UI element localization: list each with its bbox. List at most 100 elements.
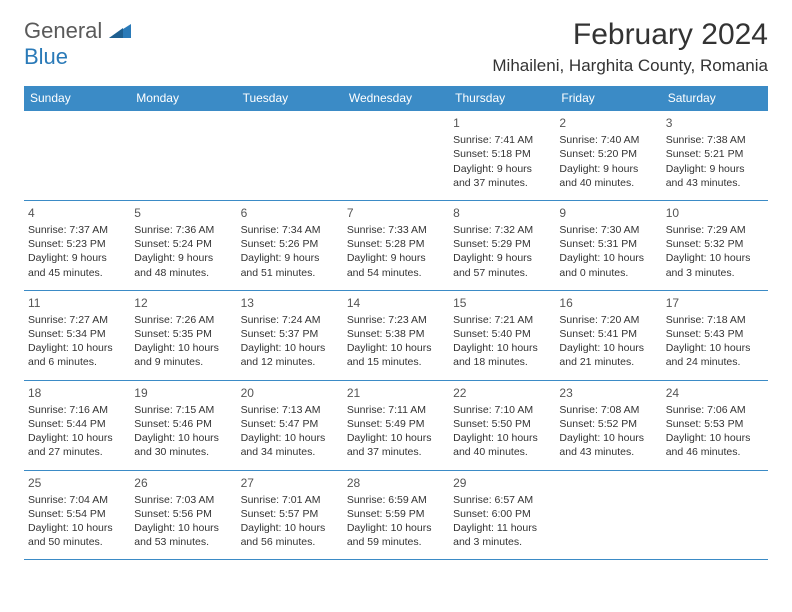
day-info-line: Sunset: 5:41 PM xyxy=(559,327,657,341)
day-info-line: and 15 minutes. xyxy=(347,355,445,369)
day-info-line: Sunrise: 7:16 AM xyxy=(28,403,126,417)
day-info-line: Sunrise: 7:36 AM xyxy=(134,223,232,237)
day-info-line: Sunset: 5:59 PM xyxy=(347,507,445,521)
calendar-day-cell: 27Sunrise: 7:01 AMSunset: 5:57 PMDayligh… xyxy=(237,470,343,560)
day-info-line: Sunset: 5:28 PM xyxy=(347,237,445,251)
day-info-line: Daylight: 9 hours xyxy=(453,162,551,176)
day-info-line: Daylight: 10 hours xyxy=(134,521,232,535)
day-info-line: and 43 minutes. xyxy=(666,176,764,190)
calendar-day-cell: 25Sunrise: 7:04 AMSunset: 5:54 PMDayligh… xyxy=(24,470,130,560)
day-info-line: and 6 minutes. xyxy=(28,355,126,369)
calendar-day-cell: 26Sunrise: 7:03 AMSunset: 5:56 PMDayligh… xyxy=(130,470,236,560)
calendar-day-cell: 21Sunrise: 7:11 AMSunset: 5:49 PMDayligh… xyxy=(343,380,449,470)
calendar-day-cell: 14Sunrise: 7:23 AMSunset: 5:38 PMDayligh… xyxy=(343,290,449,380)
day-info-line: and 51 minutes. xyxy=(241,266,339,280)
day-info-line: and 3 minutes. xyxy=(453,535,551,549)
calendar-day-cell xyxy=(555,470,661,560)
day-info-line: Sunset: 5:18 PM xyxy=(453,147,551,161)
day-number: 24 xyxy=(666,385,764,401)
day-info-line: Sunrise: 7:24 AM xyxy=(241,313,339,327)
day-info-line: Sunset: 5:20 PM xyxy=(559,147,657,161)
day-info-line: Sunrise: 7:21 AM xyxy=(453,313,551,327)
day-info-line: Daylight: 10 hours xyxy=(666,341,764,355)
day-number: 9 xyxy=(559,205,657,221)
day-info-line: and 24 minutes. xyxy=(666,355,764,369)
day-info-line: Daylight: 10 hours xyxy=(347,341,445,355)
day-info-line: Sunrise: 7:03 AM xyxy=(134,493,232,507)
calendar-day-cell: 8Sunrise: 7:32 AMSunset: 5:29 PMDaylight… xyxy=(449,200,555,290)
day-info-line: Sunrise: 7:33 AM xyxy=(347,223,445,237)
day-number: 7 xyxy=(347,205,445,221)
calendar-day-cell: 16Sunrise: 7:20 AMSunset: 5:41 PMDayligh… xyxy=(555,290,661,380)
calendar-day-cell: 11Sunrise: 7:27 AMSunset: 5:34 PMDayligh… xyxy=(24,290,130,380)
logo-triangle-icon xyxy=(109,22,131,43)
calendar-day-cell: 1Sunrise: 7:41 AMSunset: 5:18 PMDaylight… xyxy=(449,111,555,201)
day-info-line: Sunset: 5:21 PM xyxy=(666,147,764,161)
day-info-line: Daylight: 10 hours xyxy=(134,431,232,445)
day-info-line: Daylight: 9 hours xyxy=(559,162,657,176)
day-info-line: Sunrise: 7:23 AM xyxy=(347,313,445,327)
logo-word-2: Blue xyxy=(24,44,68,69)
day-info-line: Daylight: 11 hours xyxy=(453,521,551,535)
day-info-line: and 37 minutes. xyxy=(453,176,551,190)
calendar-day-cell xyxy=(662,470,768,560)
day-info-line: and 59 minutes. xyxy=(347,535,445,549)
calendar-day-cell xyxy=(237,111,343,201)
day-info-line: Daylight: 9 hours xyxy=(347,251,445,265)
day-info-line: Sunrise: 7:10 AM xyxy=(453,403,551,417)
day-info-line: Sunrise: 7:15 AM xyxy=(134,403,232,417)
day-info-line: and 50 minutes. xyxy=(28,535,126,549)
location: Mihaileni, Harghita County, Romania xyxy=(492,56,768,76)
calendar-day-cell: 13Sunrise: 7:24 AMSunset: 5:37 PMDayligh… xyxy=(237,290,343,380)
day-info-line: and 57 minutes. xyxy=(453,266,551,280)
day-info-line: Sunset: 5:32 PM xyxy=(666,237,764,251)
calendar-day-cell: 29Sunrise: 6:57 AMSunset: 6:00 PMDayligh… xyxy=(449,470,555,560)
day-number: 23 xyxy=(559,385,657,401)
day-info-line: Sunset: 5:35 PM xyxy=(134,327,232,341)
day-info-line: Sunset: 5:34 PM xyxy=(28,327,126,341)
day-info-line: Sunrise: 7:04 AM xyxy=(28,493,126,507)
day-info-line: Sunrise: 7:38 AM xyxy=(666,133,764,147)
weekday-header: Wednesday xyxy=(343,86,449,111)
day-number: 14 xyxy=(347,295,445,311)
day-info-line: Sunset: 5:49 PM xyxy=(347,417,445,431)
day-number: 2 xyxy=(559,115,657,131)
day-info-line: Sunset: 5:47 PM xyxy=(241,417,339,431)
calendar-day-cell xyxy=(343,111,449,201)
day-info-line: and 43 minutes. xyxy=(559,445,657,459)
day-number: 6 xyxy=(241,205,339,221)
day-info-line: Sunrise: 7:41 AM xyxy=(453,133,551,147)
day-info-line: Sunset: 5:53 PM xyxy=(666,417,764,431)
day-info-line: Daylight: 10 hours xyxy=(559,341,657,355)
day-info-line: Sunset: 5:37 PM xyxy=(241,327,339,341)
day-number: 18 xyxy=(28,385,126,401)
day-info-line: Daylight: 10 hours xyxy=(453,341,551,355)
day-number: 4 xyxy=(28,205,126,221)
day-info-line: Sunrise: 7:32 AM xyxy=(453,223,551,237)
day-info-line: Daylight: 9 hours xyxy=(666,162,764,176)
day-number: 12 xyxy=(134,295,232,311)
day-info-line: Daylight: 10 hours xyxy=(453,431,551,445)
weekday-header: Monday xyxy=(130,86,236,111)
weekday-header-row: Sunday Monday Tuesday Wednesday Thursday… xyxy=(24,86,768,111)
day-info-line: Daylight: 10 hours xyxy=(347,521,445,535)
calendar-day-cell: 22Sunrise: 7:10 AMSunset: 5:50 PMDayligh… xyxy=(449,380,555,470)
day-info-line: Sunrise: 7:11 AM xyxy=(347,403,445,417)
day-info-line: and 21 minutes. xyxy=(559,355,657,369)
day-info-line: and 30 minutes. xyxy=(134,445,232,459)
day-info-line: and 54 minutes. xyxy=(347,266,445,280)
day-number: 3 xyxy=(666,115,764,131)
day-info-line: Sunrise: 7:01 AM xyxy=(241,493,339,507)
calendar-day-cell: 2Sunrise: 7:40 AMSunset: 5:20 PMDaylight… xyxy=(555,111,661,201)
day-info-line: Daylight: 10 hours xyxy=(241,521,339,535)
day-info-line: Sunrise: 6:57 AM xyxy=(453,493,551,507)
calendar-week-row: 11Sunrise: 7:27 AMSunset: 5:34 PMDayligh… xyxy=(24,290,768,380)
day-info-line: Daylight: 10 hours xyxy=(559,251,657,265)
calendar-day-cell: 20Sunrise: 7:13 AMSunset: 5:47 PMDayligh… xyxy=(237,380,343,470)
day-info-line: Daylight: 10 hours xyxy=(241,341,339,355)
day-info-line: and 40 minutes. xyxy=(453,445,551,459)
day-info-line: and 12 minutes. xyxy=(241,355,339,369)
day-number: 26 xyxy=(134,475,232,491)
day-info-line: Sunset: 5:24 PM xyxy=(134,237,232,251)
day-info-line: Daylight: 10 hours xyxy=(241,431,339,445)
